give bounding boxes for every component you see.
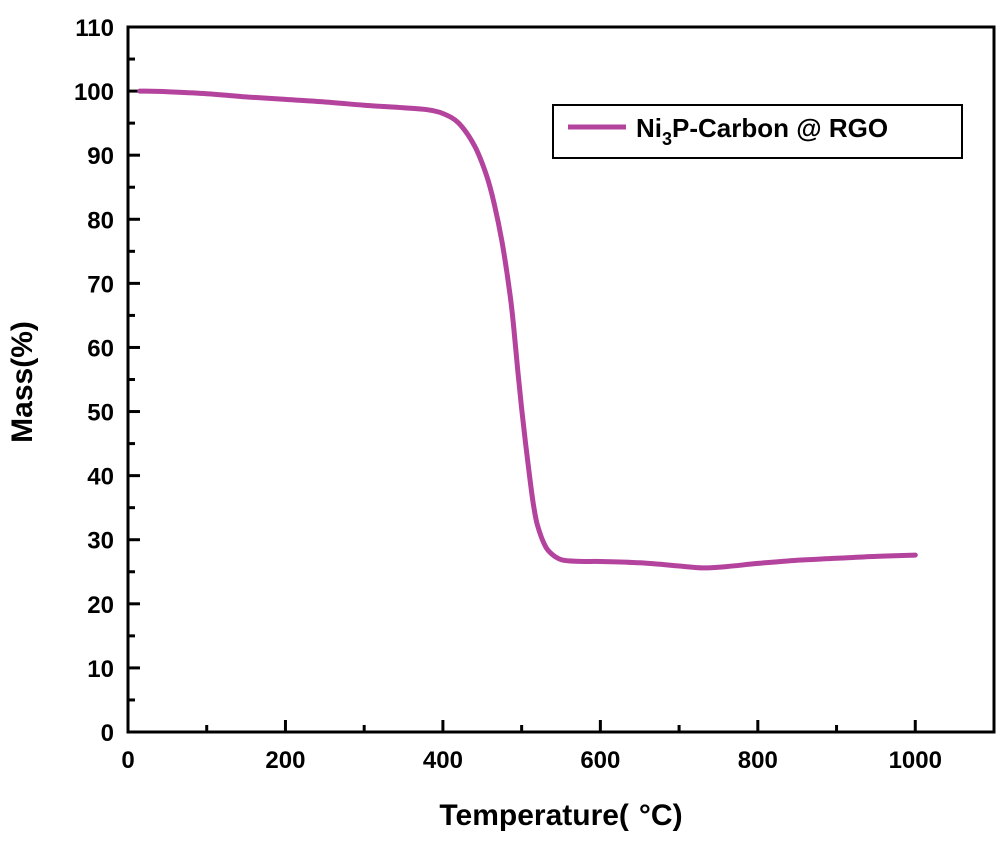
y-tick-label: 10 [87, 656, 114, 683]
legend-label-tail: P-Carbon @ RGO [672, 113, 888, 143]
y-tick-label: 80 [87, 207, 114, 234]
x-axis-title-text: Temperature( [439, 799, 629, 832]
x-tick-label: 600 [580, 747, 620, 774]
y-tick-label: 20 [87, 592, 114, 619]
legend-box [552, 104, 963, 159]
x-tick-label: 1000 [889, 747, 942, 774]
x-tick-label: 0 [121, 747, 134, 774]
y-axis-ticks [128, 25, 140, 734]
y-tick-label: 90 [87, 143, 114, 170]
legend-label-subscript: 3 [662, 129, 672, 149]
legend-label: Ni3P-Carbon @ RGO [636, 113, 888, 149]
x-tick-label: 800 [738, 747, 778, 774]
y-axis-title: Mass(%) [6, 321, 39, 443]
x-axis-ticks [126, 720, 917, 732]
y-tick-label: 110 [75, 15, 114, 42]
x-axis-tick-labels: 0 200 400 600 800 1000 [121, 747, 942, 774]
legend-label-main: Ni [636, 113, 662, 143]
x-tick-label: 200 [265, 747, 305, 774]
series-line [137, 88, 918, 571]
y-tick-label: 40 [87, 464, 114, 491]
y-tick-label: 0 [101, 720, 114, 747]
y-tick-label: 70 [87, 271, 114, 298]
x-axis-title: Temperature( °C) [439, 799, 682, 832]
legend: Ni3P-Carbon @ RGO [552, 104, 963, 159]
y-tick-label: 60 [87, 335, 114, 362]
y-axis-tick-labels: 0 10 20 30 40 50 60 70 80 90 100 110 [74, 15, 114, 747]
y-tick-label: 50 [87, 400, 114, 427]
x-tick-label: 400 [423, 747, 463, 774]
y-tick-label: 100 [74, 79, 114, 106]
x-axis-title-unit: °C) [639, 799, 683, 832]
y-tick-label: 30 [87, 528, 114, 555]
